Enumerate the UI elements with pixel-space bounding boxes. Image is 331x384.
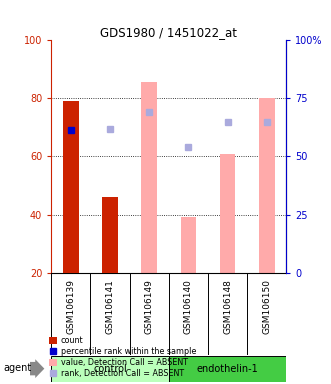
Bar bbox=[63, 101, 79, 273]
Text: GSM106149: GSM106149 bbox=[145, 279, 154, 334]
Text: GSM106148: GSM106148 bbox=[223, 279, 232, 334]
Bar bbox=[259, 98, 274, 273]
Bar bbox=[102, 197, 118, 273]
Text: GSM106139: GSM106139 bbox=[67, 279, 75, 334]
Text: endothelin-1: endothelin-1 bbox=[197, 364, 259, 374]
Bar bbox=[220, 154, 235, 273]
Text: GSM106140: GSM106140 bbox=[184, 279, 193, 334]
Bar bbox=[169, 356, 286, 382]
Text: agent: agent bbox=[3, 362, 31, 373]
Text: GSM106141: GSM106141 bbox=[106, 279, 115, 334]
Title: GDS1980 / 1451022_at: GDS1980 / 1451022_at bbox=[100, 26, 237, 39]
Bar bbox=[141, 82, 157, 273]
FancyArrow shape bbox=[30, 359, 44, 378]
Bar bbox=[181, 217, 196, 273]
Legend: count, percentile rank within the sample, value, Detection Call = ABSENT, rank, : count, percentile rank within the sample… bbox=[47, 335, 198, 380]
Text: GSM106150: GSM106150 bbox=[262, 279, 271, 334]
Text: control: control bbox=[93, 364, 127, 374]
Bar bbox=[51, 356, 169, 382]
